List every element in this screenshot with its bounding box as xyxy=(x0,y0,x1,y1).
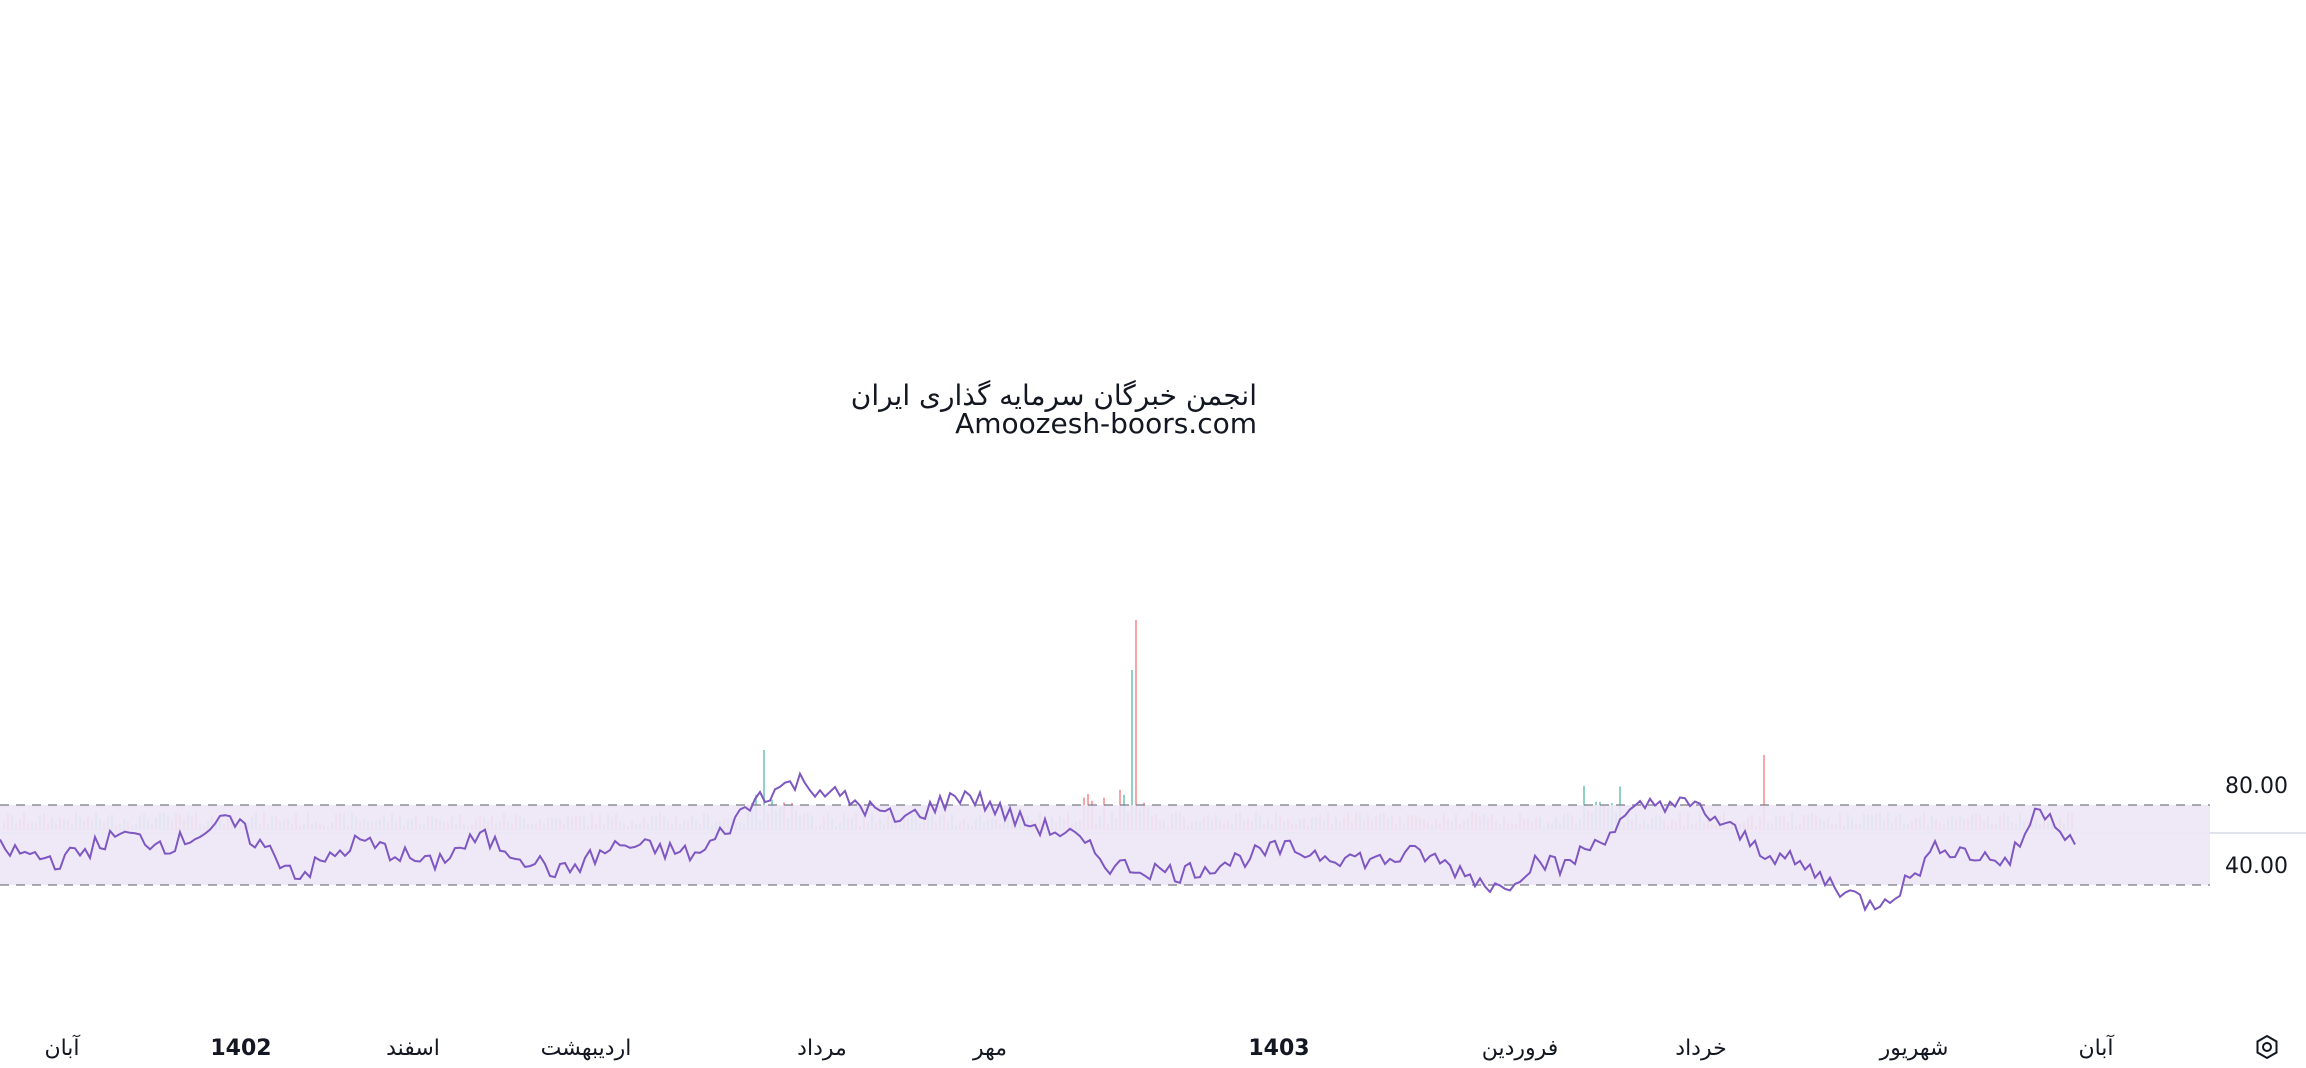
volume-bar xyxy=(1763,755,1765,830)
time-tick-label: 1403 xyxy=(1248,1036,1309,1061)
time-tick-label: فروردین xyxy=(1482,1036,1559,1061)
volume-bar xyxy=(1131,670,1133,830)
rsi-tick-label: 40.00 xyxy=(2225,854,2288,879)
time-tick-label: شهریور xyxy=(1879,1036,1949,1061)
rsi-tick-label: 80.00 xyxy=(2225,774,2288,799)
time-axis[interactable]: آبان 1402 اسفند اردیبهشت مرداد مهر 1403 فروردین… xyxy=(44,1034,2114,1061)
time-tick-label: اردیبهشت xyxy=(541,1036,632,1061)
time-tick-label: اسفند xyxy=(386,1036,440,1061)
time-tick-label: آبان xyxy=(44,1034,80,1061)
time-tick-label: خرداد xyxy=(1675,1036,1726,1061)
rsi-line xyxy=(0,771,2076,913)
time-tick-label: مرداد xyxy=(797,1036,847,1061)
time-tick-label: آبان xyxy=(2078,1034,2114,1061)
rsi-axis[interactable]: 80.00 40.00 xyxy=(2225,774,2288,879)
time-tick-label: 1402 xyxy=(210,1036,271,1061)
rsi-pane xyxy=(0,771,2210,913)
time-tick-label: مهر xyxy=(972,1036,1007,1061)
settings-icon[interactable] xyxy=(2256,1034,2278,1060)
volume-bar xyxy=(763,750,765,830)
watermark-line1: انجمن خبرگان سرمایه گذاری ایران xyxy=(851,379,1257,412)
volume-bar xyxy=(1135,620,1137,830)
rsi-band xyxy=(0,805,2210,885)
volume-bars xyxy=(3,620,2073,830)
watermark-line2: Amoozesh-boors.com xyxy=(955,407,1257,440)
